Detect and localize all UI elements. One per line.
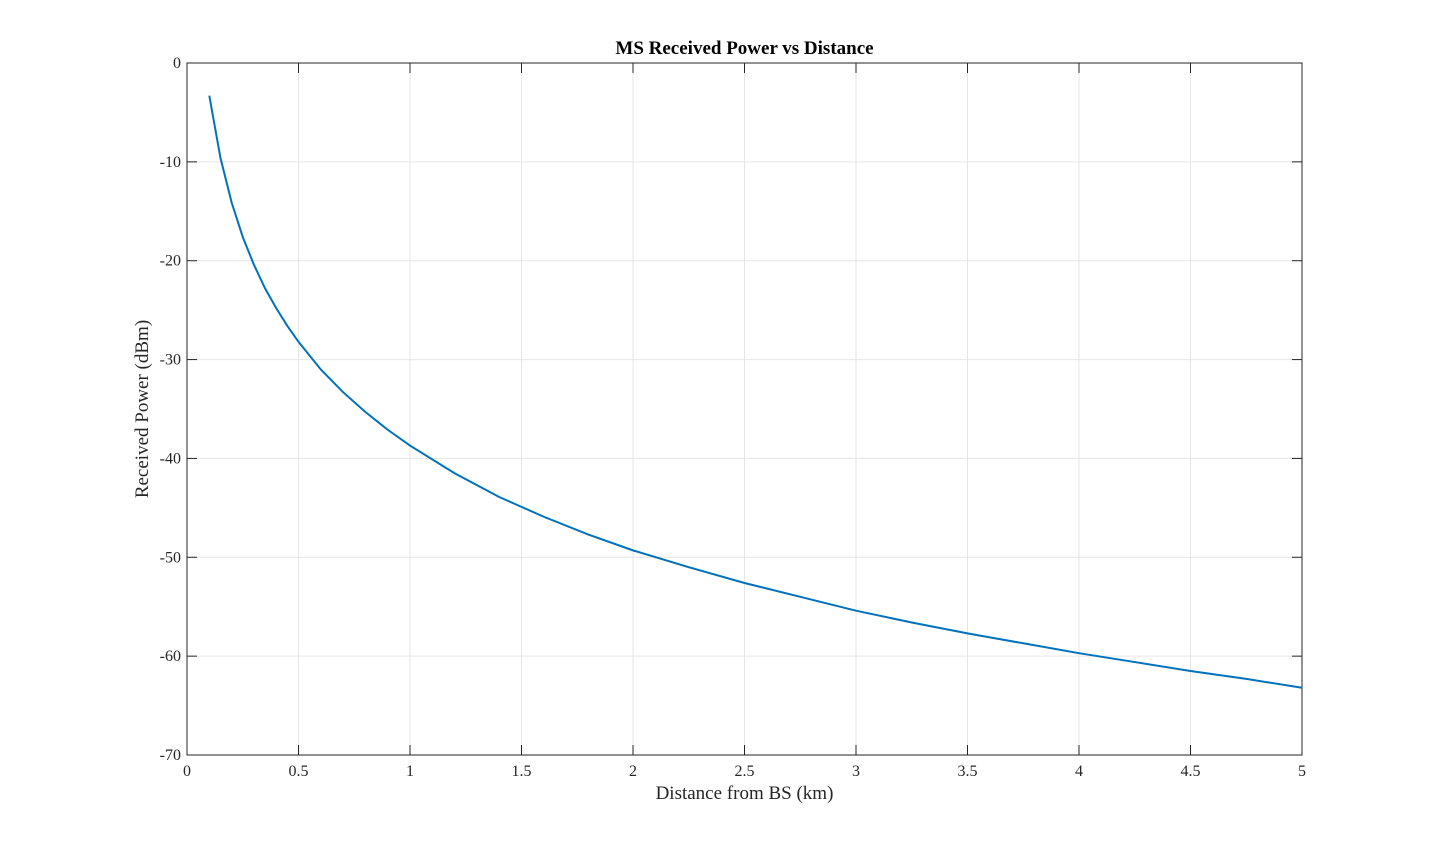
series-group bbox=[208, 95, 1303, 689]
x-tick-label: 0 bbox=[183, 763, 191, 780]
grid bbox=[187, 63, 1302, 755]
x-tick-label: 4.5 bbox=[1181, 763, 1201, 780]
x-tick-label: 3 bbox=[852, 763, 860, 780]
axis-ticks: 0 0.5 1 1.5 2 2.5 3 3.5 4 4.5 5 0 -10 -20 -30 -40 -50 -60… bbox=[160, 55, 1306, 780]
y-tick-label: 0 bbox=[173, 55, 181, 72]
x-tick-label: 1.5 bbox=[512, 763, 532, 780]
x-tick-label: 4 bbox=[1075, 763, 1083, 780]
y-tick-label: -60 bbox=[160, 648, 181, 665]
y-tick-label: -40 bbox=[160, 450, 181, 467]
y-tick-label: -70 bbox=[160, 747, 181, 764]
x-tick-label: 0.5 bbox=[289, 763, 309, 780]
y-tick-label: -30 bbox=[160, 352, 181, 369]
chart-title: MS Received Power vs Distance bbox=[615, 38, 873, 59]
x-tick-label: 1 bbox=[406, 763, 414, 780]
y-tick-label: -10 bbox=[160, 154, 181, 171]
y-tick-label: -50 bbox=[160, 549, 181, 566]
x-tick-label: 2.5 bbox=[735, 763, 755, 780]
x-tick-label: 5 bbox=[1298, 763, 1306, 780]
x-axis-label: Distance from BS (km) bbox=[656, 783, 834, 804]
y-tick-label: -20 bbox=[160, 253, 181, 270]
series-line bbox=[208, 95, 1303, 689]
x-tick-label: 3.5 bbox=[958, 763, 978, 780]
x-tick-label: 2 bbox=[629, 763, 637, 780]
y-axis-label: Received Power (dBm) bbox=[132, 320, 153, 498]
